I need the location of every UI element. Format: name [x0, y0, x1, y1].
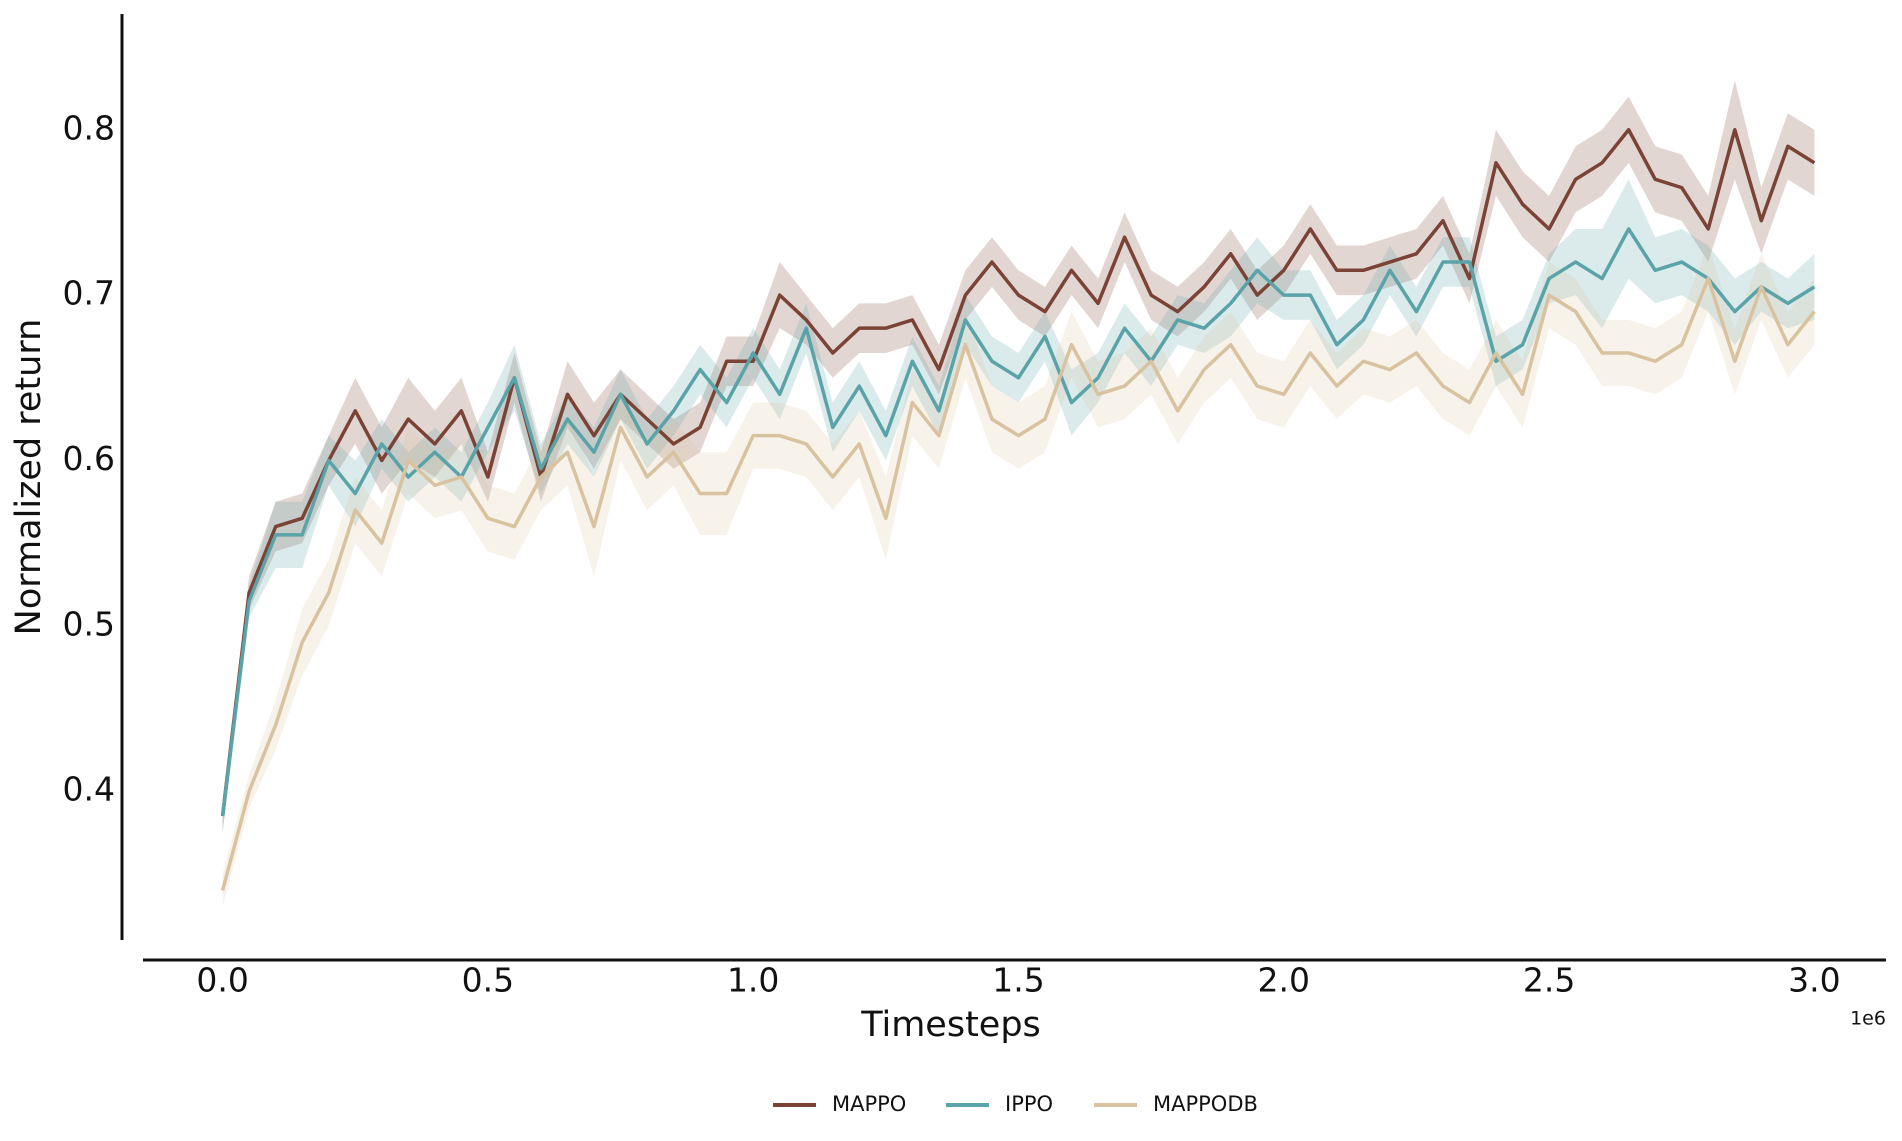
- y-tick-label: 0.5: [63, 604, 115, 643]
- x-tick-label: 1.0: [727, 961, 779, 1000]
- series-line: [220, 276, 1816, 891]
- series-line: [220, 128, 1816, 817]
- legend-label: MAPPODB: [1153, 1092, 1258, 1116]
- x-tick-label: 3.0: [1788, 961, 1840, 1000]
- error-band: [222, 80, 1815, 833]
- legend-label: MAPPO: [832, 1092, 906, 1116]
- x-offset-label: 1e6: [1850, 1008, 1886, 1030]
- y-tick-label: 0.4: [63, 770, 115, 809]
- x-tick-label: 0.5: [462, 961, 514, 1000]
- series-line: [220, 227, 1816, 817]
- y-tick-label: 0.8: [63, 108, 115, 147]
- x-tick-label: 1.5: [992, 961, 1044, 1000]
- legend-label: IPPO: [1005, 1092, 1053, 1116]
- x-tick-label: 2.5: [1523, 961, 1575, 1000]
- y-tick-label: 0.7: [63, 274, 115, 313]
- y-axis-label: Normalized return: [9, 319, 49, 636]
- x-tick-label: 2.0: [1258, 961, 1310, 1000]
- x-tick-label: 0.0: [196, 961, 248, 1000]
- y-tick-label: 0.6: [63, 439, 115, 478]
- error-band: [222, 179, 1815, 833]
- error-band: [222, 245, 1815, 907]
- x-axis-label: Timesteps: [860, 1005, 1041, 1045]
